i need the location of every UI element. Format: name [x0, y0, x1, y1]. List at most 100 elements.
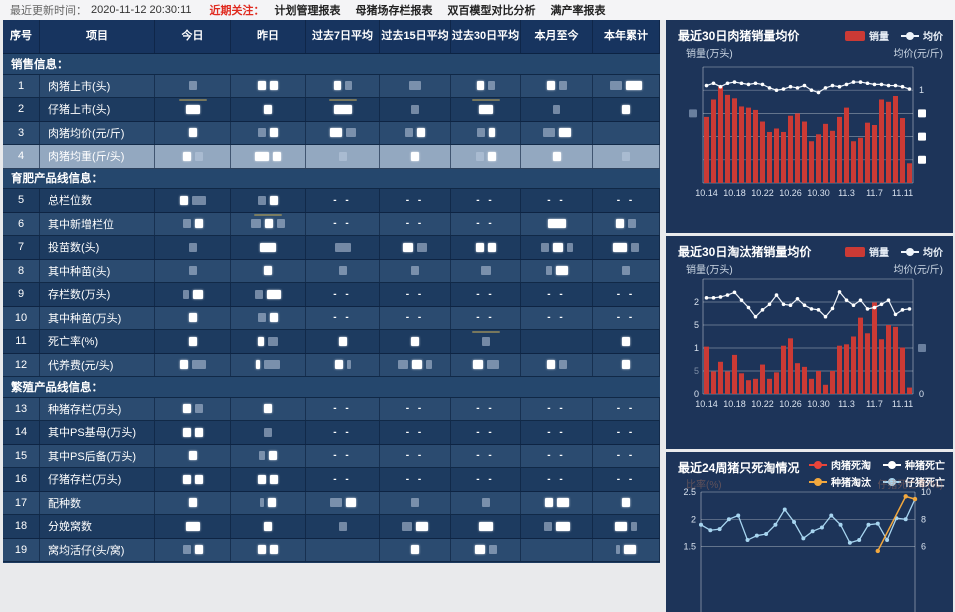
redacted-value	[488, 128, 495, 138]
redacted-value	[487, 81, 495, 91]
value-cell	[521, 236, 593, 259]
redacted-value	[402, 521, 412, 531]
table-row[interactable]: 10 其中种苗(万头) - - - - - - - - - -	[3, 306, 660, 330]
value-cell	[593, 212, 660, 235]
y-left-axis-label: 比率(%)	[686, 480, 722, 491]
table-row[interactable]: 9 存栏数(万头) - - - - - - - - - -	[3, 283, 660, 307]
legend-item[interactable]: 均价	[901, 28, 943, 43]
blur-streak	[328, 99, 357, 101]
legend-item[interactable]: 种猪淘汰	[809, 474, 871, 489]
legend-item[interactable]: 均价	[901, 244, 943, 259]
svg-text:2: 2	[691, 514, 696, 524]
topbar-link[interactable]: 满产率报表	[550, 5, 606, 17]
column-header[interactable]: 昨日	[231, 20, 306, 53]
legend-item[interactable]: 种猪死亡	[883, 457, 945, 472]
redacted-value	[624, 545, 636, 555]
legend-label: 销量	[869, 32, 889, 43]
table-row[interactable]: 15 其中PS后备(万头) - - - - - - - - - -	[3, 444, 660, 468]
value-cell	[155, 421, 231, 444]
empty-value-dashes: - -	[547, 194, 566, 206]
table-row[interactable]: 4 肉猪均重(斤/头)	[3, 145, 660, 169]
legend-item[interactable]: 销量	[845, 28, 889, 43]
value-cell	[521, 145, 593, 168]
row-label: 肉猪上市(头)	[40, 74, 155, 97]
topbar-links: 计划管理报表 母猪场存栏报表 双百模型对比分析 满产率报表	[275, 2, 606, 18]
empty-value-dashes: - -	[405, 194, 425, 206]
column-header[interactable]: 本月至今	[521, 20, 593, 53]
row-number: 12	[3, 353, 40, 376]
redacted-value	[476, 81, 484, 91]
svg-text:2: 2	[694, 297, 699, 307]
column-header[interactable]: 项目	[40, 20, 155, 53]
row-label: 其中种苗(万头)	[40, 306, 155, 329]
table-row[interactable]: 17 配种数	[3, 491, 660, 515]
report-table: 序号 项目 今日 昨日 过去7日平均 过去15日平均 过去30日平均 本月至今 本年累计 销售信息…	[3, 20, 660, 563]
value-cell	[521, 515, 593, 538]
redacted-value	[411, 498, 419, 508]
table-row[interactable]: 7 投苗数(头)	[3, 236, 660, 260]
redacted-value	[622, 498, 630, 508]
table-row[interactable]: 11 死亡率(%)	[3, 330, 660, 354]
svg-text:11.11: 11.11	[892, 399, 913, 409]
table-row[interactable]: 3 肉猪均价(元/斤)	[3, 121, 660, 145]
row-number: 5	[3, 189, 40, 212]
value-cell	[231, 283, 306, 306]
table-row[interactable]: 6 其中新增栏位 - - - - - -	[3, 212, 660, 236]
column-header[interactable]: 今日	[155, 20, 231, 53]
legend-dot-icon	[814, 477, 822, 486]
value-cell	[231, 397, 306, 420]
blur-streak	[178, 99, 207, 101]
column-header[interactable]: 过去7日平均	[306, 20, 380, 53]
table-row[interactable]: 2 仔猪上市(头)	[3, 98, 660, 122]
value-cell	[231, 330, 306, 353]
redacted-value	[258, 128, 266, 138]
redacted-value	[260, 498, 264, 508]
svg-text:10.26: 10.26	[779, 188, 802, 198]
value-cell	[593, 330, 660, 353]
column-header[interactable]: 本年累计	[593, 20, 660, 53]
redacted-value	[179, 195, 188, 205]
value-cell	[155, 189, 231, 212]
svg-text:11.7: 11.7	[866, 188, 883, 198]
value-cell	[306, 353, 380, 376]
focus-label: 近期关注：	[209, 5, 265, 17]
table-row[interactable]: 14 其中PS基母(万头) - - - - - - - - - -	[3, 421, 660, 445]
topbar-link[interactable]: 双百模型对比分析	[447, 5, 536, 17]
table-row[interactable]: 18 分娩窝数	[3, 515, 660, 539]
redacted-value	[476, 128, 485, 138]
value-cell: - -	[380, 468, 451, 491]
value-cell: - -	[521, 444, 593, 467]
value-cell	[306, 330, 380, 353]
redacted-value	[182, 404, 191, 414]
table-row[interactable]: 13 种猪存栏(万头) - - - - - - - - - -	[3, 397, 660, 421]
column-header[interactable]: 序号	[3, 20, 40, 53]
topbar-link[interactable]: 母猪场存栏报表	[355, 5, 433, 17]
empty-value-dashes: - -	[405, 473, 425, 485]
redacted-value	[622, 336, 630, 346]
legend-label: 销量	[869, 248, 889, 259]
table-row[interactable]: 16 仔猪存栏(万头) - - - - - - - - - -	[3, 468, 660, 492]
table-row[interactable]: 8 其中种苗(头)	[3, 259, 660, 283]
column-header[interactable]: 过去30日平均	[451, 20, 521, 53]
topbar-link[interactable]: 计划管理报表	[274, 5, 341, 17]
line-marker-icon	[883, 460, 901, 469]
table-row[interactable]: 19 窝均活仔(头/窝)	[3, 538, 660, 562]
svg-text:10.14: 10.14	[695, 399, 718, 409]
value-cell	[380, 330, 451, 353]
redacted-value	[192, 289, 203, 299]
row-label: 肉猪均价(元/斤)	[40, 121, 155, 144]
table-row[interactable]: 1 肉猪上市(头)	[3, 74, 660, 98]
legend-item[interactable]: 肉猪死淘	[809, 457, 871, 472]
value-cell	[521, 259, 593, 282]
legend-item[interactable]: 仔猪死亡	[883, 474, 945, 489]
table-row[interactable]: 12 代养费(元/头)	[3, 353, 660, 377]
value-cell	[451, 330, 521, 353]
value-cell: - -	[521, 283, 593, 306]
value-cell	[155, 74, 231, 97]
column-header[interactable]: 过去15日平均	[380, 20, 451, 53]
table-row[interactable]: 5 总栏位数 - - - - - - - - - -	[3, 189, 660, 213]
row-number: 15	[3, 444, 40, 467]
legend-item[interactable]: 销量	[845, 244, 889, 259]
chart-title: 最近24周猪只死淘情况	[678, 461, 800, 475]
value-cell	[593, 121, 660, 144]
